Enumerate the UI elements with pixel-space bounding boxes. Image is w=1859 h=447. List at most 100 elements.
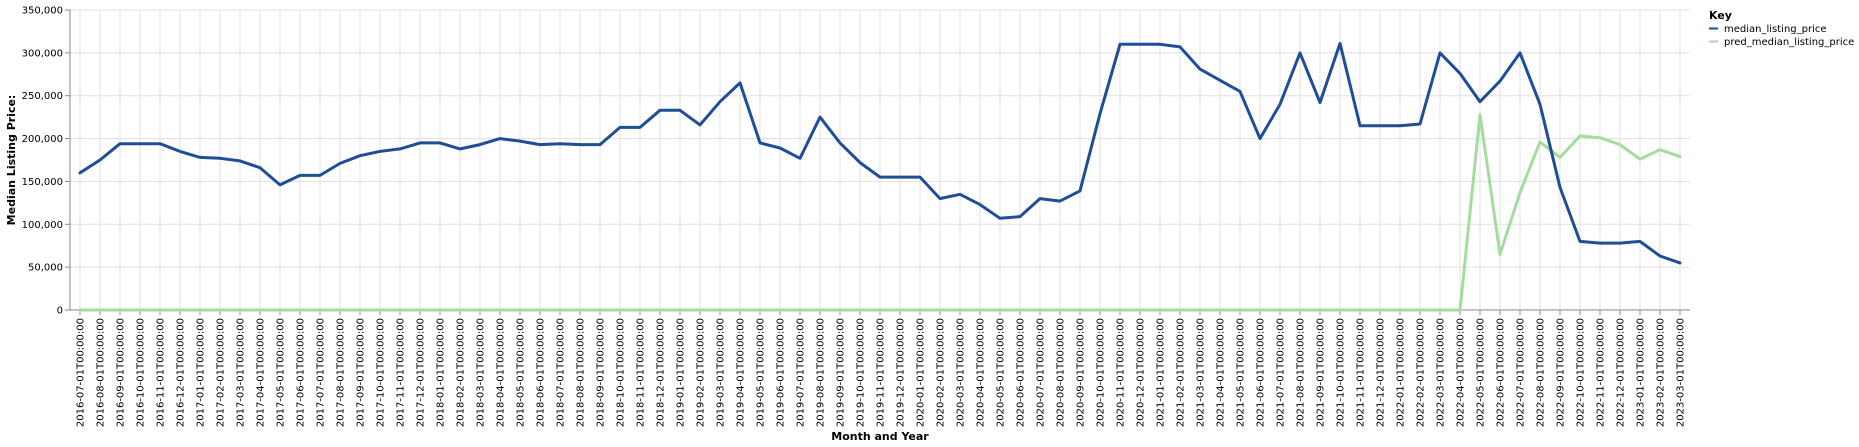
x-tick-label: 2019-04-01T00:00:00 bbox=[736, 318, 747, 427]
legend-label: pred_median_listing_price bbox=[1724, 37, 1854, 48]
x-tick-label: 2016-11-01T00:00:00 bbox=[156, 318, 167, 427]
x-tick-label: 2020-02-01T00:00:00 bbox=[936, 318, 947, 427]
x-tick-label: 2020-04-01T00:00:00 bbox=[976, 318, 987, 427]
x-tick-label: 2021-04-01T00:00:00 bbox=[1216, 318, 1227, 427]
x-tick-label: 2018-11-01T00:00:00 bbox=[636, 318, 647, 427]
axes: 0 50,000 100,000 150,000 200,000 250,000 300,0… bbox=[22, 6, 1690, 427]
x-tick-label: 2022-10-01T00:00:00 bbox=[1576, 318, 1587, 427]
x-tick-label: 2017-03-01T00:00:00 bbox=[236, 318, 247, 427]
x-tick-label: 2018-01-01T00:00:00 bbox=[436, 318, 447, 427]
x-tick-label: 2016-09-01T00:00:00 bbox=[116, 318, 127, 427]
x-tick-label: 2016-08-01T00:00:00 bbox=[96, 318, 107, 427]
x-tick-label: 2020-06-01T00:00:00 bbox=[1016, 318, 1027, 427]
x-tick-label: 2021-07-01T00:00:00 bbox=[1276, 318, 1287, 427]
x-tick-label: 2017-02-01T00:00:00 bbox=[216, 318, 227, 427]
legend-label: median_listing_price bbox=[1724, 24, 1827, 35]
x-tick-label: 2021-03-01T00:00:00 bbox=[1196, 318, 1207, 427]
x-tick-label: 2018-04-01T00:00:00 bbox=[496, 318, 507, 427]
x-tick-label: 2022-01-01T00:00:00 bbox=[1396, 318, 1407, 427]
x-tick-label: 2019-10-01T00:00:00 bbox=[856, 318, 867, 427]
x-tick-label: 2016-07-01T00:00:00 bbox=[76, 318, 87, 427]
x-tick-label: 2022-12-01T00:00:00 bbox=[1616, 318, 1627, 427]
x-tick-label: 2018-08-01T00:00:00 bbox=[576, 318, 587, 427]
x-tick-label: 2017-10-01T00:00:00 bbox=[376, 318, 387, 427]
x-tick-label: 2017-05-01T00:00:00 bbox=[276, 318, 287, 427]
legend-items: median_listing_price pred_median_listing_… bbox=[1709, 24, 1854, 48]
x-tick-label: 2017-12-01T00:00:00 bbox=[416, 318, 427, 427]
x-tick-label: 2021-02-01T00:00:00 bbox=[1176, 318, 1187, 427]
y-tick-label: 250,000 bbox=[22, 91, 63, 102]
x-tick-label: 2021-06-01T00:00:00 bbox=[1256, 318, 1267, 427]
x-tick-label: 2022-02-01T00:00:00 bbox=[1416, 318, 1427, 427]
x-tick-label: 2023-02-01T00:00:00 bbox=[1656, 318, 1667, 427]
x-tick-label: 2019-03-01T00:00:00 bbox=[716, 318, 727, 427]
x-tick-label: 2022-07-01T00:00:00 bbox=[1516, 318, 1527, 427]
x-tick-label: 2018-12-01T00:00:00 bbox=[656, 318, 667, 427]
x-tick-label: 2016-10-01T00:00:00 bbox=[136, 318, 147, 427]
y-axis-title: Median Listing Price: bbox=[5, 95, 18, 226]
x-tick-label: 2018-02-01T00:00:00 bbox=[456, 318, 467, 427]
x-tick-label: 2017-09-01T00:00:00 bbox=[356, 318, 367, 427]
x-tick-label: 2022-06-01T00:00:00 bbox=[1496, 318, 1507, 427]
x-tick-label: 2018-06-01T00:00:00 bbox=[536, 318, 547, 427]
x-tick-label: 2021-01-01T00:00:00 bbox=[1156, 318, 1167, 427]
gridlines bbox=[70, 9, 1690, 311]
x-tick-label: 2020-01-01T00:00:00 bbox=[916, 318, 927, 427]
x-tick-label: 2021-08-01T00:00:00 bbox=[1296, 318, 1307, 427]
x-tick-label: 2022-09-01T00:00:00 bbox=[1556, 318, 1567, 427]
x-tick-label: 2021-10-01T00:00:00 bbox=[1336, 318, 1347, 427]
series-line-pred-median-listing-price bbox=[78, 113, 1682, 312]
x-tick-label: 2016-12-01T00:00:00 bbox=[176, 318, 187, 427]
series-lines bbox=[78, 41, 1682, 312]
x-tick-label: 2019-05-01T00:00:00 bbox=[756, 318, 767, 427]
x-tick-label: 2018-07-01T00:00:00 bbox=[556, 318, 567, 427]
x-tick-label: 2019-09-01T00:00:00 bbox=[836, 318, 847, 427]
y-tick-label: 350,000 bbox=[22, 6, 63, 17]
x-tick-label: 2020-12-01T00:00:00 bbox=[1136, 318, 1147, 427]
x-tick-label: 2021-09-01T00:00:00 bbox=[1316, 318, 1327, 427]
x-tick-label: 2020-07-01T00:00:00 bbox=[1036, 318, 1047, 427]
x-tick-label: 2017-08-01T00:00:00 bbox=[336, 318, 347, 427]
x-tick-label: 2022-11-01T00:00:00 bbox=[1596, 318, 1607, 427]
x-tick-label: 2019-07-01T00:00:00 bbox=[796, 318, 807, 427]
x-tick-label: 2020-10-01T00:00:00 bbox=[1096, 318, 1107, 427]
x-tick-label: 2021-12-01T00:00:00 bbox=[1376, 318, 1387, 427]
x-tick-label: 2019-11-01T00:00:00 bbox=[876, 318, 887, 427]
x-tick-label: 2020-08-01T00:00:00 bbox=[1056, 318, 1067, 427]
y-tick-label: 150,000 bbox=[22, 177, 63, 188]
x-tick-label: 2017-07-01T00:00:00 bbox=[316, 318, 327, 427]
legend-title: Key bbox=[1709, 9, 1732, 22]
y-tick-label: 0 bbox=[57, 306, 63, 317]
x-tick-label: 2018-10-01T00:00:00 bbox=[616, 318, 627, 427]
x-axis-title: Month and Year bbox=[831, 430, 929, 443]
x-tick-label: 2019-08-01T00:00:00 bbox=[816, 318, 827, 427]
x-tick-label: 2022-08-01T00:00:00 bbox=[1536, 318, 1547, 427]
x-tick-label: 2020-03-01T00:00:00 bbox=[956, 318, 967, 427]
x-tick-label: 2022-05-01T00:00:00 bbox=[1476, 318, 1487, 427]
x-tick-label: 2021-11-01T00:00:00 bbox=[1356, 318, 1367, 427]
x-tick-label: 2022-04-01T00:00:00 bbox=[1456, 318, 1467, 427]
legend: Key median_listing_price pred_median_list… bbox=[1709, 9, 1854, 48]
y-tick-label: 200,000 bbox=[22, 134, 63, 145]
x-tick-label: 2019-01-01T00:00:00 bbox=[676, 318, 687, 427]
x-tick-label: 2020-09-01T00:00:00 bbox=[1076, 318, 1087, 427]
x-tick-label: 2019-12-01T00:00:00 bbox=[896, 318, 907, 427]
series-line-median-listing-price bbox=[78, 41, 1682, 265]
x-tick-label: 2018-09-01T00:00:00 bbox=[596, 318, 607, 427]
y-tick-label: 300,000 bbox=[22, 48, 63, 59]
x-tick-label: 2021-05-01T00:00:00 bbox=[1236, 318, 1247, 427]
x-tick-label: 2017-06-01T00:00:00 bbox=[296, 318, 307, 427]
x-tick-label: 2023-01-01T00:00:00 bbox=[1636, 318, 1647, 427]
y-tick-label: 100,000 bbox=[22, 220, 63, 231]
x-tick-label: 2018-03-01T00:00:00 bbox=[476, 318, 487, 427]
x-tick-label: 2019-02-01T00:00:00 bbox=[696, 318, 707, 427]
x-tick-label: 2018-05-01T00:00:00 bbox=[516, 318, 527, 427]
x-tick-label: 2020-11-01T00:00:00 bbox=[1116, 318, 1127, 427]
x-tick-label: 2022-03-01T00:00:00 bbox=[1436, 318, 1447, 427]
x-tick-label: 2023-03-01T00:00:00 bbox=[1676, 318, 1687, 427]
y-tick-label: 50,000 bbox=[28, 263, 63, 274]
x-tick-label: 2019-06-01T00:00:00 bbox=[776, 318, 787, 427]
x-tick-label: 2017-04-01T00:00:00 bbox=[256, 318, 267, 427]
